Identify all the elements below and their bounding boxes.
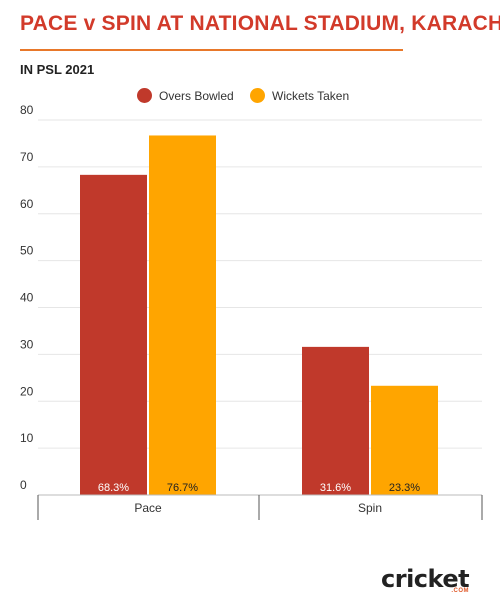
y-tick-label: 60 — [20, 197, 34, 211]
y-tick-label: 0 — [20, 478, 27, 492]
x-tick-label: Spin — [358, 501, 382, 515]
y-tick-label: 30 — [20, 337, 34, 351]
y-tick-label: 80 — [20, 103, 34, 117]
legend-label-overs-bowled: Overs Bowled — [159, 88, 234, 103]
data-label: 23.3% — [389, 482, 420, 494]
logo-wordmark: cricket — [381, 565, 470, 593]
bar — [371, 385, 438, 495]
cricket-com-logo: cricket .COM — [381, 565, 473, 597]
y-tick-label: 10 — [20, 431, 34, 445]
legend-label-wickets-taken: Wickets Taken — [272, 88, 350, 103]
bar — [80, 174, 147, 495]
title-underline — [20, 49, 403, 51]
y-tick-label: 50 — [20, 244, 34, 258]
legend-swatch-wickets-taken — [250, 88, 265, 103]
chart-subtitle: IN PSL 2021 — [20, 62, 95, 77]
logo-suffix: .COM — [451, 588, 469, 594]
legend-item-overs-bowled: Overs Bowled — [137, 88, 234, 103]
legend-swatch-overs-bowled — [137, 88, 152, 103]
y-tick-label: 20 — [20, 384, 34, 398]
legend: Overs Bowled Wickets Taken — [0, 88, 500, 106]
y-tick-label: 40 — [20, 291, 34, 305]
bar — [149, 135, 216, 495]
bar-chart: 0 10 20 30 40 50 60 70 80 68.3% 76.7% 31.6% 23.3% Pac… — [20, 103, 483, 520]
x-tick-label: Pace — [134, 501, 162, 515]
y-tick-label: 70 — [20, 150, 34, 164]
bar — [302, 346, 369, 495]
data-label: 31.6% — [320, 482, 351, 494]
legend-item-wickets-taken: Wickets Taken — [250, 88, 349, 103]
data-label: 76.7% — [167, 482, 198, 494]
data-label: 68.3% — [98, 482, 129, 494]
chart-title: PACE v SPIN AT NATIONAL STADIUM, KARACHI — [20, 12, 500, 35]
